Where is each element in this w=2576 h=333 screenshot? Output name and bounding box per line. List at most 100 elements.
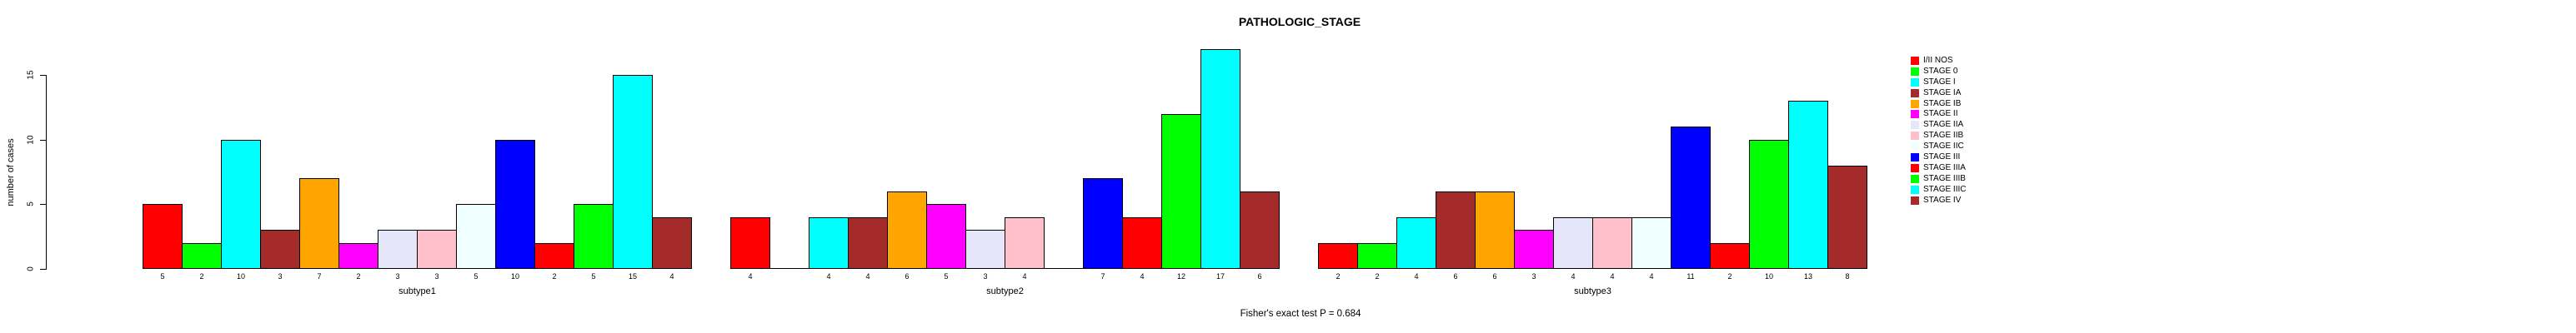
legend-label: STAGE IIIC xyxy=(1923,184,1967,194)
bar-value-label: 6 xyxy=(1453,272,1458,281)
bar-value-label: 2 xyxy=(1375,272,1380,281)
bar-value-label: 4 xyxy=(865,272,870,281)
legend-label: STAGE IIC xyxy=(1923,142,1964,152)
y-tick-label: 15 xyxy=(26,70,36,80)
y-tick-label: 0 xyxy=(26,266,36,271)
legend-item: STAGE IV xyxy=(1911,196,1967,205)
legend-label: STAGE IIIA xyxy=(1923,162,1966,172)
legend-swatch xyxy=(1911,174,1919,183)
bar xyxy=(260,230,300,269)
bar xyxy=(1710,242,1750,269)
bar-value-label: 2 xyxy=(356,272,361,281)
y-tick-label: 5 xyxy=(26,201,36,207)
bar xyxy=(1631,216,1671,269)
bar-value-label: 5 xyxy=(474,272,479,281)
legend-label: STAGE III xyxy=(1923,152,1961,162)
legend-item: STAGE IIIC xyxy=(1911,184,1967,194)
legend-swatch xyxy=(1911,132,1919,141)
legend-swatch xyxy=(1911,77,1919,87)
legend-label: STAGE IA xyxy=(1923,87,1962,97)
bar xyxy=(1436,191,1476,269)
bar xyxy=(730,216,770,269)
bar xyxy=(299,178,339,269)
bar xyxy=(848,216,888,269)
bar-value-label: 4 xyxy=(1610,272,1615,281)
bar-value-label: 4 xyxy=(748,272,753,281)
bar-value-label: 3 xyxy=(434,272,439,281)
bar-value-label: 3 xyxy=(395,272,400,281)
bar xyxy=(182,242,222,269)
legend-item: STAGE I xyxy=(1911,77,1967,87)
bar-value-label: 3 xyxy=(1531,272,1536,281)
bar xyxy=(965,230,1005,269)
bar-value-label: 11 xyxy=(1686,272,1695,281)
legend-swatch xyxy=(1911,57,1919,65)
bar xyxy=(221,139,261,269)
bar xyxy=(887,191,927,269)
group-label-subtype2: subtype2 xyxy=(986,286,1024,296)
bar xyxy=(1553,216,1593,269)
bar-value-label: 7 xyxy=(317,272,322,281)
legend-item: STAGE IIC xyxy=(1911,142,1967,152)
bar xyxy=(143,204,183,269)
legend-item: STAGE IIB xyxy=(1911,131,1967,141)
bar xyxy=(652,216,692,269)
bar-value-label: 6 xyxy=(1492,272,1497,281)
y-axis-line xyxy=(46,75,47,270)
legend-item: STAGE III xyxy=(1911,153,1967,162)
bar-value-label: 3 xyxy=(983,272,988,281)
bar xyxy=(456,204,496,269)
bar xyxy=(417,230,457,269)
legend-swatch xyxy=(1911,142,1919,152)
bar xyxy=(1240,191,1280,269)
bar xyxy=(926,204,966,269)
bar-value-label: 7 xyxy=(1100,272,1105,281)
legend-item: STAGE IIA xyxy=(1911,121,1967,130)
bar xyxy=(1200,48,1240,269)
bar-value-label: 8 xyxy=(1845,272,1850,281)
bar xyxy=(1788,101,1828,269)
legend-label: STAGE II xyxy=(1923,109,1958,119)
legend-item: STAGE II xyxy=(1911,109,1967,119)
chart-title: PATHOLOGIC_STAGE xyxy=(1238,15,1361,28)
legend: I/II NOS STAGE 0 STAGE I STAGE IA STAGE IB ST… xyxy=(1911,57,1967,206)
legend-item: STAGE 0 xyxy=(1911,67,1967,76)
bar xyxy=(378,230,418,269)
bar-value-label: 2 xyxy=(199,272,204,281)
bar xyxy=(1318,242,1358,269)
zero-count-baseline xyxy=(769,268,809,269)
bar-value-label: 2 xyxy=(1727,272,1732,281)
bar xyxy=(1827,165,1867,269)
bar xyxy=(1083,178,1123,269)
y-tick-label: 10 xyxy=(26,135,36,145)
zero-count-baseline xyxy=(1044,268,1084,269)
legend-swatch xyxy=(1911,163,1919,172)
group-label-subtype3: subtype3 xyxy=(1574,286,1611,296)
bar xyxy=(574,204,614,269)
bar-value-label: 13 xyxy=(1803,272,1812,281)
bar-value-label: 6 xyxy=(1257,272,1262,281)
y-tick xyxy=(40,75,46,76)
bar-value-label: 10 xyxy=(1764,272,1773,281)
bar-value-label: 15 xyxy=(628,272,637,281)
bar xyxy=(1161,113,1201,269)
legend-swatch xyxy=(1911,99,1919,108)
bar-value-label: 17 xyxy=(1215,272,1225,281)
bar-value-label: 4 xyxy=(826,272,831,281)
legend-swatch xyxy=(1911,110,1919,119)
bar-value-label: 4 xyxy=(1571,272,1576,281)
legend-label: I/II NOS xyxy=(1923,56,1953,65)
bar xyxy=(1514,230,1554,269)
bar xyxy=(1396,216,1436,269)
bar-value-label: 5 xyxy=(160,272,165,281)
bar-value-label: 3 xyxy=(278,272,283,281)
legend-swatch xyxy=(1911,196,1919,205)
legend-label: STAGE IIB xyxy=(1923,131,1964,141)
legend-item: STAGE IA xyxy=(1911,87,1967,97)
bar xyxy=(613,75,653,269)
bar-value-label: 12 xyxy=(1176,272,1185,281)
bar-value-label: 4 xyxy=(1022,272,1027,281)
legend-label: STAGE 0 xyxy=(1923,66,1958,76)
bar-value-label: 4 xyxy=(1140,272,1145,281)
bar-value-label: 2 xyxy=(1336,272,1341,281)
